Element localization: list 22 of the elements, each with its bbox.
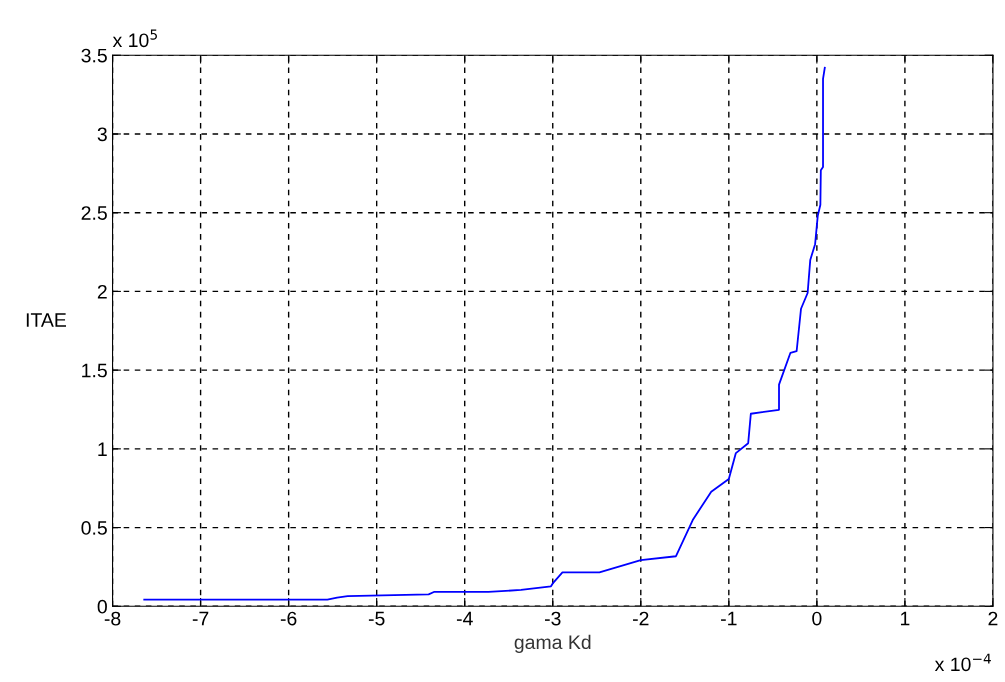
y-tick-label: 2 [97,284,107,299]
x-tick-label: -5 [368,611,385,626]
y-tick-label: 2.5 [81,206,107,220]
x-tick-label: -2 [633,611,649,626]
text: x 10$^{5}$ [112,29,157,48]
x-tick-label: -6 [280,611,297,626]
y-tick-label: 0.5 [81,521,107,535]
x-tick-label: -7 [192,611,209,626]
y-axis-title: ITAE [26,313,67,327]
x-axis-title: gama Kd [514,634,591,653]
x-tick-label: -3 [544,611,561,626]
y-tick-label: 3 [97,127,107,142]
y-tick-label: 1.5 [82,363,107,378]
x-tick-label: -1 [721,611,737,626]
x-tick-label: 2 [988,611,998,626]
line-series [143,66,826,601]
y-tick-label: 3.5 [81,48,107,63]
x-tick-label: 0 [812,611,822,626]
x-tick-label: -4 [456,611,473,626]
text: x 10$^{−4}$ [934,653,991,672]
y-tick-label: 1 [98,442,107,456]
x-tick-label: 1 [900,611,910,626]
